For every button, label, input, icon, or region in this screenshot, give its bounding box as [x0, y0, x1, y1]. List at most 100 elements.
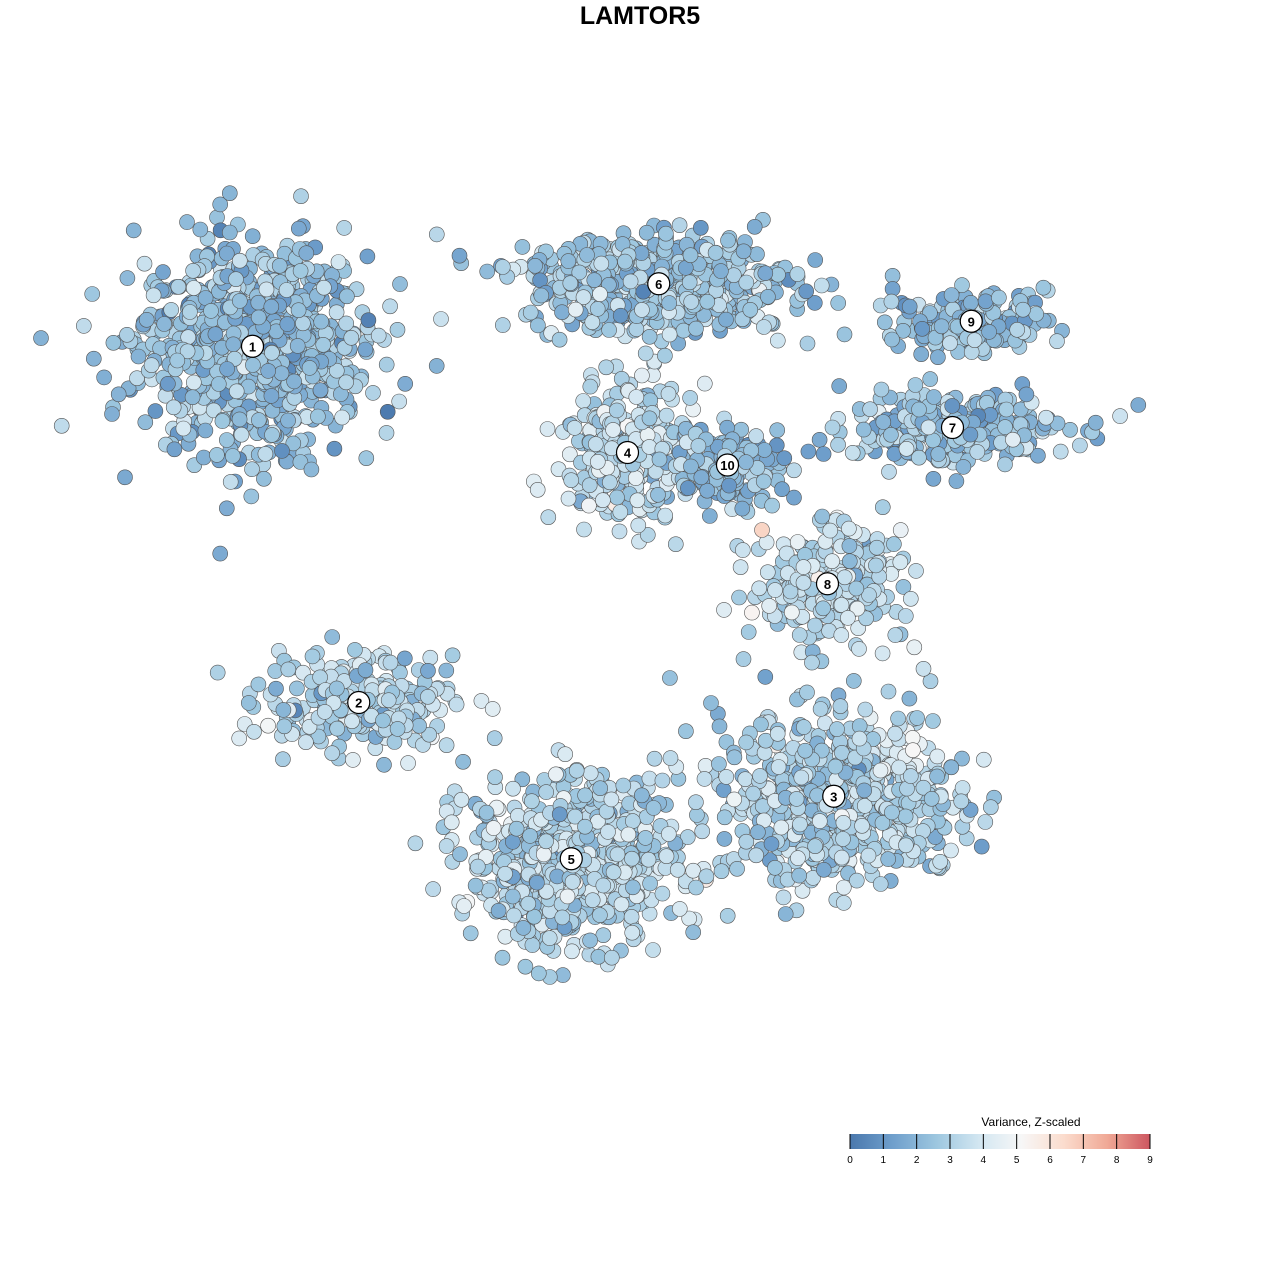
cell-point: [179, 214, 195, 230]
cell-point: [757, 732, 774, 749]
cell-point: [438, 737, 455, 754]
cell-point: [770, 759, 787, 775]
cell-point: [562, 275, 579, 292]
cell-point: [641, 410, 658, 427]
cell-point: [641, 770, 658, 787]
cell-point: [527, 257, 543, 274]
cell-point: [872, 762, 889, 779]
cluster-label-text: 8: [824, 577, 831, 592]
cell-point: [560, 490, 577, 507]
cell-point: [943, 759, 960, 776]
cell-point: [233, 426, 250, 443]
cell-point: [601, 322, 617, 338]
cell-point: [911, 449, 927, 466]
cell-point: [868, 557, 884, 574]
cell-point: [922, 371, 939, 387]
cell-point: [620, 826, 637, 843]
cell-point: [343, 329, 360, 346]
cell-point: [1052, 443, 1069, 460]
cell-point: [298, 734, 314, 751]
cell-point: [623, 908, 640, 925]
cell-point: [494, 259, 511, 275]
cell-point: [633, 245, 650, 261]
cell-point: [313, 313, 330, 330]
cell-point: [1015, 301, 1031, 318]
cell-point: [981, 324, 997, 340]
cell-point: [634, 302, 650, 318]
cell-point: [769, 725, 786, 742]
cell-point: [822, 522, 839, 539]
cell-point: [641, 328, 658, 345]
cell-point: [872, 876, 889, 892]
cell-point: [267, 663, 284, 679]
cell-point: [357, 662, 374, 678]
cell-point: [657, 507, 674, 524]
cell-point: [883, 293, 900, 310]
cell-point: [883, 426, 899, 443]
cell-point: [444, 647, 461, 664]
cell-point: [855, 421, 872, 438]
cell-point: [582, 765, 599, 782]
cell-point: [746, 219, 763, 235]
cell-point: [207, 326, 224, 343]
cell-point: [633, 787, 650, 804]
cell-point: [795, 559, 812, 575]
legend-tick-label: 2: [914, 1155, 920, 1166]
cell-point: [324, 745, 340, 762]
cell-point: [624, 813, 641, 829]
cell-point: [490, 902, 507, 919]
cell-point: [688, 320, 704, 337]
cell-point: [848, 580, 865, 597]
cell-point: [929, 768, 945, 785]
cell-point: [376, 756, 392, 773]
cell-point: [824, 553, 840, 570]
cell-point: [901, 298, 918, 315]
cell-point: [169, 352, 186, 369]
cell-point: [835, 895, 852, 911]
legend-tick-label: 6: [1047, 1155, 1053, 1166]
cell-point: [538, 833, 554, 850]
cell-point: [212, 196, 228, 213]
cell-point: [761, 598, 778, 614]
cell-point: [875, 414, 892, 430]
cell-point: [726, 791, 743, 808]
cluster-label-marker: [559, 847, 583, 871]
cell-point: [209, 447, 225, 463]
cell-point: [641, 439, 658, 455]
cell-point: [263, 388, 280, 404]
cell-point: [605, 864, 622, 881]
cell-point: [285, 435, 302, 452]
cell-point: [920, 419, 937, 436]
cluster-label-text: 6: [655, 277, 662, 292]
cell-point: [795, 719, 812, 735]
legend-tick-label: 5: [1014, 1155, 1020, 1166]
cell-point: [613, 896, 630, 913]
cell-point: [119, 326, 135, 343]
cell-point: [658, 225, 674, 242]
cell-point: [456, 898, 472, 914]
cell-point: [225, 448, 241, 464]
cell-point: [494, 949, 511, 966]
cell-point: [358, 450, 375, 467]
cell-point: [203, 303, 219, 319]
cell-point: [827, 758, 844, 775]
cluster-label-3: 3: [822, 784, 846, 808]
cell-point: [117, 469, 133, 486]
cell-point: [411, 717, 427, 734]
cell-point: [685, 924, 702, 941]
cell-point: [581, 497, 597, 514]
cell-point: [944, 398, 961, 414]
cell-point: [840, 610, 856, 626]
cell-point: [634, 367, 650, 384]
cell-point: [130, 348, 147, 365]
cell-point: [163, 302, 179, 318]
cell-point: [835, 879, 852, 896]
cell-point: [791, 867, 808, 884]
cell-point: [824, 419, 841, 436]
cell-point: [716, 809, 733, 826]
cell-point: [954, 750, 970, 767]
cell-point: [365, 385, 381, 401]
cell-point: [275, 751, 291, 768]
cluster-label-marker: [347, 690, 371, 715]
cell-point: [929, 748, 946, 765]
